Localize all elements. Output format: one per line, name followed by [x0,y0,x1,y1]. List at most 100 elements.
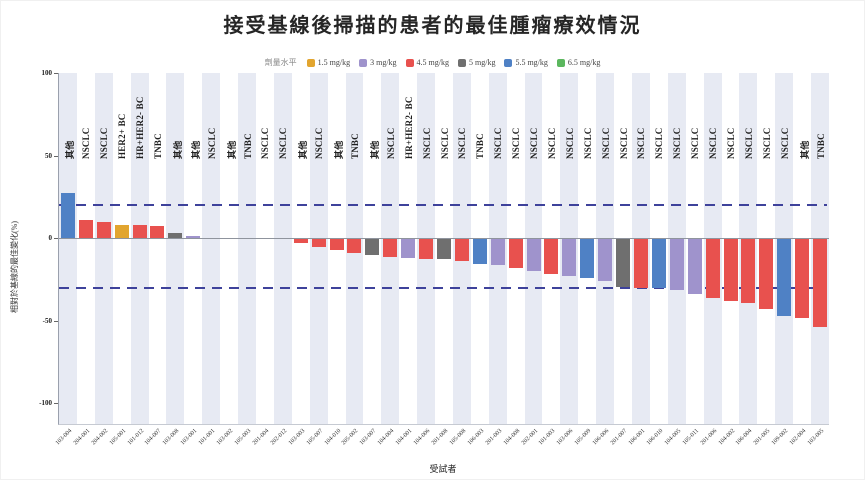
waterfall-bar[interactable] [437,238,451,260]
tumor-type-label: NSCLC [314,127,325,159]
tumor-type-label: NSCLC [690,127,701,159]
legend-item-5.5mgkg[interactable]: 5.5 mg/kg [504,58,548,67]
waterfall-bar[interactable] [490,238,505,266]
waterfall-bar[interactable] [114,224,129,238]
legend-label: 5 mg/kg [469,58,496,67]
subject-id-label: 104-008 [502,428,521,447]
waterfall-bar[interactable] [419,238,434,259]
subject-id-label: 106-010 [645,428,665,447]
waterfall-bar[interactable] [150,226,165,238]
dose-legend: 劑量水平 1.5 mg/kg 3 mg/kg 4.5 mg/kg 5 mg/kg 5.5… [1,57,864,68]
waterfall-bar[interactable] [383,238,398,257]
waterfall-bar[interactable] [508,238,523,268]
waterfall-bar[interactable] [616,238,631,287]
waterfall-bar[interactable] [329,238,344,251]
y-tick-label: 0 [48,234,53,242]
subject-id-label: 204-001 [72,428,92,447]
subject-id-label: 105-007 [305,428,324,447]
legend-item-3mgkg[interactable]: 3 mg/kg [359,58,397,67]
subject-id-label: 103-004 [54,428,74,447]
tumor-type-label: TNBC [815,133,826,159]
waterfall-bar[interactable] [741,238,756,304]
waterfall-bar[interactable] [598,238,613,281]
column-stripe [238,73,256,424]
tumor-type-label: NSCLC [564,127,575,159]
waterfall-bar[interactable] [454,238,469,262]
legend-swatch [556,58,565,67]
tumor-type-label: NSCLC [511,127,522,159]
waterfall-bar[interactable] [669,238,684,290]
waterfall-bar[interactable] [651,238,666,289]
waterfall-bar[interactable] [347,238,362,253]
waterfall-bar[interactable] [60,193,75,238]
tumor-type-label: 其他 [190,140,201,159]
tumor-type-label: 其他 [799,140,810,159]
tumor-type-label: NSCLC [582,127,593,159]
waterfall-bar[interactable] [293,238,308,243]
waterfall-bar[interactable] [168,233,183,238]
waterfall-bar[interactable] [78,219,93,238]
subject-id-label: 105-003 [233,428,253,447]
tumor-type-label: NSCLC [636,127,647,159]
subject-id-label: 101-012 [126,428,145,447]
column-stripe [59,73,77,424]
subject-id-label: 201-003 [484,428,503,447]
subject-id-label: 205-002 [341,428,360,447]
tumor-type-label: NSCLC [206,127,217,159]
subject-id-label: 103-008 [162,428,181,447]
subject-id-label: 105-011 [681,428,700,447]
tumor-type-label: NSCLC [708,127,719,159]
tumor-type-label: NSCLC [654,127,665,159]
waterfall-bar[interactable] [311,238,326,248]
waterfall-bar[interactable] [96,221,111,238]
waterfall-bar[interactable] [723,238,738,301]
tumor-type-label: NSCLC [493,127,504,159]
waterfall-bar[interactable] [472,238,487,264]
tumor-type-label: NSCLC [761,127,772,159]
y-tick-mark [54,320,58,322]
legend-item-6.5mgkg[interactable]: 6.5 mg/kg [556,58,601,67]
subject-id-label: 201-006 [699,428,718,447]
tumor-type-label: 其他 [65,140,76,159]
subject-id-label: 109-002 [771,428,790,447]
waterfall-bar[interactable] [759,238,774,309]
tumor-type-label: NSCLC [726,127,736,159]
waterfall-bar[interactable] [633,238,648,288]
waterfall-bar[interactable] [544,238,559,275]
waterfall-bar[interactable] [365,238,380,255]
waterfall-bar[interactable] [562,238,577,276]
subject-id-label: 104-010 [323,428,342,447]
waterfall-bar[interactable] [813,238,828,328]
tumor-type-label: 其他 [369,140,380,159]
waterfall-bar[interactable] [132,224,147,238]
tumor-type-label: TNBC [349,133,360,159]
waterfall-bar[interactable] [526,238,541,271]
subject-id-label: 106-006 [592,428,611,447]
tumor-type-label: NSCLC [278,127,289,159]
waterfall-bar[interactable] [186,236,201,238]
legend-item-4.5mgkg[interactable]: 4.5 mg/kg [405,58,449,67]
waterfall-bar[interactable] [687,238,702,295]
reference-line-plus20 [59,204,827,206]
waterfall-bar[interactable] [795,238,810,318]
tumor-type-label: NSCLC [457,127,468,159]
tumor-type-label: NSCLC [546,127,557,159]
subject-id-label: 105-009 [574,428,593,447]
tumor-type-label: NSCLC [672,127,683,159]
legend-item-5mgkg[interactable]: 5 mg/kg [458,58,495,67]
subject-id-label: 103-005 [806,428,826,447]
waterfall-bar[interactable] [777,238,792,317]
legend-label: 6.5 mg/kg [567,58,601,67]
waterfall-bar[interactable] [580,238,595,278]
waterfall-bar[interactable] [401,238,416,258]
tumor-type-label: NSCLC [529,127,540,159]
tumor-type-label: NSCLC [81,127,92,159]
subject-id-label: 104-001 [395,428,414,447]
legend-title: 劑量水平 [264,58,297,67]
subject-id-label: 202-001 [520,428,539,447]
tumor-type-label: HR+HER2- BC [403,96,414,159]
waterfall-bar[interactable] [705,238,720,299]
legend-item-1.5mgkg[interactable]: 1.5 mg/kg [306,58,350,67]
tumor-type-label: NSCLC [779,127,790,159]
